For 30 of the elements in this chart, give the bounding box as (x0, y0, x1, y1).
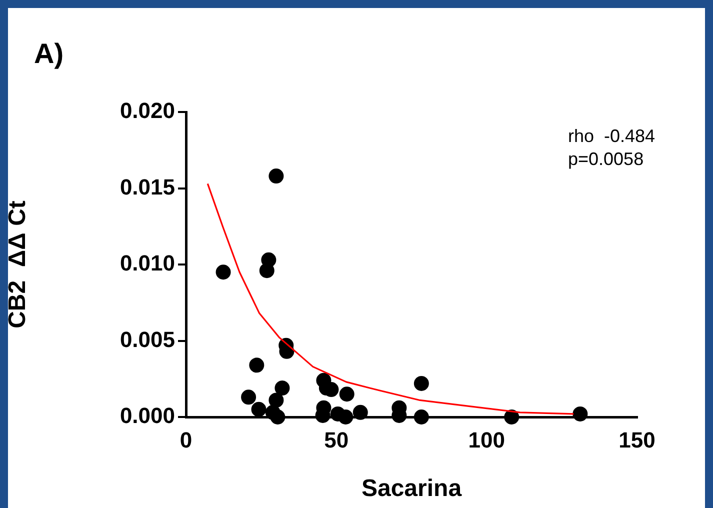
point (251, 402, 266, 417)
y-tick-label: 0.020 (120, 98, 175, 124)
point (241, 390, 256, 405)
point (572, 406, 588, 422)
point (339, 386, 354, 402)
point (338, 410, 354, 424)
x-tick-label: 0 (180, 427, 192, 452)
point (352, 404, 368, 420)
point (216, 264, 231, 280)
point (249, 358, 264, 373)
point (268, 168, 284, 184)
y-tick-label: 0.015 (120, 174, 175, 200)
x-tick-label: 100 (468, 427, 506, 452)
point (414, 376, 429, 391)
point (414, 410, 429, 424)
y-tick-label: 0.000 (120, 403, 175, 428)
y-tick-label: 0.010 (120, 250, 175, 276)
point (504, 410, 520, 424)
annotation: p=0.0058 (568, 148, 644, 169)
annotation: rho -0.484 (568, 126, 656, 146)
point (268, 392, 284, 408)
y-tick-label: 0.005 (120, 326, 175, 352)
y-axis-title: CB2 ΔΔ Ct (4, 200, 32, 328)
x-tick-label: 50 (324, 427, 349, 452)
x-tick-label: 150 (618, 427, 656, 452)
point (259, 263, 274, 278)
x-axis-title: Sacarina (361, 475, 462, 502)
chart-title: A) (34, 38, 64, 70)
point (270, 410, 286, 424)
point (274, 380, 290, 396)
